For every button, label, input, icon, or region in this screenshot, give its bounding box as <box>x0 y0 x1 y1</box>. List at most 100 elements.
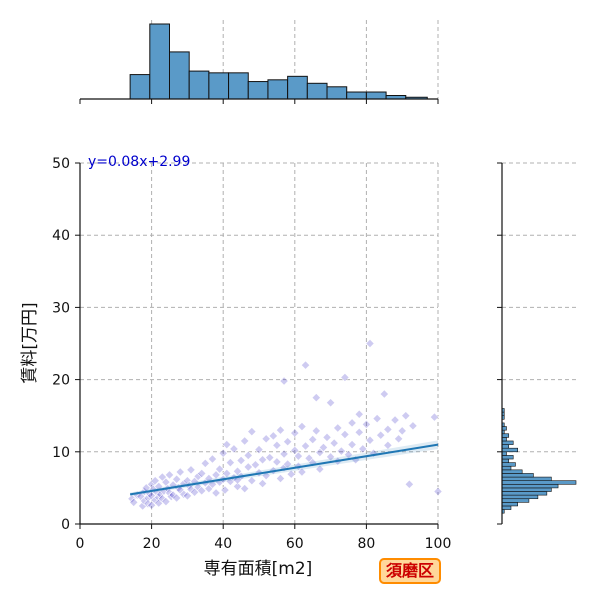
scatter-point <box>172 493 182 503</box>
scatter-point <box>311 426 321 436</box>
scatter-point <box>155 489 166 500</box>
y-tick-label: 40 <box>52 228 70 244</box>
scatter-point <box>243 450 253 461</box>
scatter-point <box>365 435 375 445</box>
scatter-point <box>354 409 364 419</box>
scatter-point <box>361 419 372 429</box>
x-histogram-bar <box>287 75 308 100</box>
scatter-point <box>211 470 221 480</box>
y-histogram-bar <box>501 505 512 510</box>
x-tick-label: 100 <box>425 536 452 552</box>
scatter-point <box>179 489 189 500</box>
y-tick-label: 20 <box>52 373 70 389</box>
scatter-point <box>372 413 382 424</box>
x-histogram-bar <box>247 81 269 100</box>
scatter-point <box>154 492 164 502</box>
scatter-point <box>204 473 214 484</box>
scatter-point <box>325 398 336 408</box>
scatter-point <box>300 360 311 370</box>
scatter-point <box>229 444 239 454</box>
scatter-point <box>254 445 264 455</box>
scatter-point <box>164 470 175 480</box>
scatter-point <box>222 439 232 450</box>
scatter-point <box>197 468 207 479</box>
scatter-point <box>218 448 228 458</box>
scatter-point <box>275 425 286 435</box>
y-histogram-bar <box>501 437 507 442</box>
scatter-point <box>182 491 193 501</box>
scatter-point <box>383 440 393 450</box>
scatter-point <box>207 454 218 464</box>
scatter-point <box>138 501 148 511</box>
y-histogram-bar <box>501 502 518 507</box>
scatter-point <box>200 458 210 468</box>
scatter-point <box>290 445 300 455</box>
scatter-point <box>397 426 407 436</box>
scatter-point <box>322 432 332 442</box>
x-tick-label: 80 <box>357 536 375 552</box>
scatter-point <box>315 464 325 474</box>
scatter-point <box>197 486 207 496</box>
x-histogram-bar <box>129 74 151 100</box>
scatter-point <box>220 485 230 495</box>
regression-line-group <box>129 440 439 497</box>
scatter-point <box>347 418 357 428</box>
y-histogram-bar <box>501 444 510 449</box>
y-histogram-bar <box>501 498 530 503</box>
x-histogram-bar <box>188 70 210 100</box>
scatter-point <box>236 455 246 466</box>
scatter-point <box>393 434 404 444</box>
scatter-point <box>358 444 368 454</box>
y-tick-label: 0 <box>61 517 70 533</box>
x-histogram-bar <box>169 51 190 100</box>
scatter-point <box>297 421 307 432</box>
y-histogram-bar <box>501 469 523 474</box>
x-histogram-bar <box>326 86 348 100</box>
grid-lines <box>80 162 439 524</box>
x-histogram-bar <box>228 72 249 100</box>
scatter-point <box>139 496 150 506</box>
y-axis-title: 賃料[万円] <box>20 302 40 383</box>
scatter-point <box>308 434 318 445</box>
scatter-point <box>300 441 311 451</box>
y-tick-label: 10 <box>52 445 70 461</box>
x-histogram-bar <box>306 82 328 100</box>
scatter-point <box>175 485 185 495</box>
scatter-point <box>175 467 185 477</box>
scatter-point <box>333 423 343 433</box>
x-histogram-bar <box>149 23 170 100</box>
scatter-point <box>243 462 253 472</box>
scatter-point <box>354 427 364 437</box>
regression-line <box>129 443 439 496</box>
scatter-point <box>347 439 357 450</box>
scatter-point <box>232 481 243 492</box>
y-histogram-bar <box>501 487 552 492</box>
x-histogram-bar <box>208 72 230 100</box>
scatter-point <box>150 476 160 486</box>
scatter-point <box>279 449 289 459</box>
x-tick-label: 20 <box>143 536 161 552</box>
scatter-point <box>304 453 314 463</box>
y-histogram-bar <box>501 426 507 431</box>
y-tick-label: 30 <box>52 300 70 316</box>
y-histogram-bar <box>501 483 559 489</box>
scatter-point <box>261 434 271 444</box>
scatter-point <box>232 475 243 485</box>
scatter-point <box>127 494 137 504</box>
x-histogram-bar <box>346 91 367 100</box>
scatter-point <box>279 376 289 386</box>
scatter-point <box>404 479 414 489</box>
scatter-point <box>275 473 286 484</box>
y-tick-label: 50 <box>52 156 70 172</box>
x-tick-label: 40 <box>214 536 232 552</box>
y-histogram-bar <box>501 462 516 467</box>
y-histogram-bar <box>501 476 552 481</box>
scatter-point <box>265 452 275 463</box>
scatter-point <box>290 428 300 438</box>
scatter-point <box>329 438 339 448</box>
scatter-point <box>336 446 346 456</box>
scatter-point <box>429 412 440 422</box>
y-histogram-bar <box>501 433 510 438</box>
x-tick-label: 60 <box>286 536 304 552</box>
